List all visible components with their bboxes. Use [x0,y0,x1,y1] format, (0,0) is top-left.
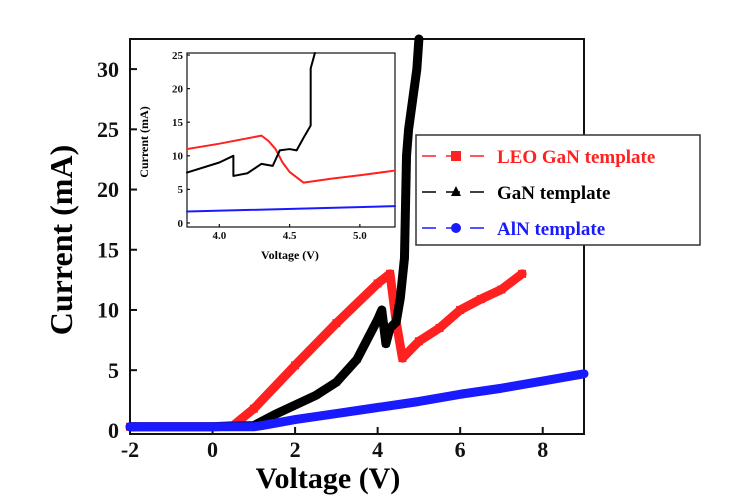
data-point [400,253,409,262]
data-point [249,422,258,431]
data-point [497,384,506,393]
data-point [249,404,258,413]
data-point [381,338,390,347]
legend-box [415,134,701,246]
series-line-2 [186,205,396,213]
data-point [497,285,506,294]
x-tick-label: 0 [207,437,218,462]
data-point [291,415,300,424]
x-tick-label: 8 [537,437,548,462]
inset-x-axis-title: Voltage (V) [261,248,319,262]
data-point [258,421,267,430]
data-point [456,305,465,314]
y-tick-label: 25 [97,117,119,142]
inset-y-axis-title: Current (mA) [137,106,151,177]
legend-label-0: LEO GaN template [497,147,655,168]
data-point [392,317,401,326]
y-tick-label: 30 [97,57,119,82]
data-point [386,323,395,332]
y-tick-label: 5 [178,184,184,196]
legend-label-2: AlN template [497,219,605,240]
data-point [291,361,300,370]
data-point [398,354,407,363]
x-axis-title: Voltage (V) [256,462,401,495]
data-point [476,295,485,304]
data-point [396,293,405,302]
data-point [291,400,300,409]
data-point [332,319,341,328]
x-tick-label: -2 [121,437,139,462]
legend-marker-2 [451,223,461,233]
data-point [412,64,421,73]
data-point [402,151,411,160]
data-point [404,124,413,133]
data-point [126,422,134,431]
series-line-0 [186,134,396,184]
data-point [208,422,217,431]
series-line-1 [186,52,316,177]
data-point [414,397,423,406]
legend-marker-1 [451,186,461,196]
data-point [377,305,386,314]
data-point [386,269,395,278]
inset-plot: 4.0 4.5 5.0 0 5 10 15 20 25 [172,50,396,242]
data-point [408,94,417,103]
y-tick-label: 5 [108,358,119,383]
data-point [414,34,423,43]
y-tick-label: 25 [172,50,184,62]
data-point [414,337,423,346]
data-point [332,377,341,386]
x-tick-label: 5.0 [353,230,367,242]
data-point [167,422,176,431]
data-point [332,409,341,418]
x-tick-label: 4.5 [283,230,297,242]
data-point [373,314,382,323]
data-point [456,390,465,399]
plot-frame [186,52,396,228]
data-point [580,369,588,378]
y-tick-label: 0 [178,218,184,230]
y-tick-label: 10 [172,151,184,163]
x-tick-label: 2 [290,437,301,462]
data-point [373,279,382,288]
y-tick-label: 15 [172,117,184,129]
data-point [353,354,361,363]
y-tick-label: 20 [97,177,119,202]
x-tick-label: 4 [372,437,383,462]
legend-label-1: GaN template [497,183,610,204]
data-point [270,409,279,418]
y-tick-label: 10 [97,298,119,323]
legend-marker-0 [451,151,461,161]
data-point [518,269,527,278]
y-tick-label: 0 [108,418,119,443]
x-tick-label: 4.0 [212,230,226,242]
y-axis-title: Current (mA) [43,145,79,335]
data-point [311,390,320,399]
x-tick-label: 6 [455,437,466,462]
data-point [538,377,547,386]
y-tick-label: 20 [172,83,184,95]
legend: LEO GaN template GaN template AlN template [415,134,701,246]
y-tick-label: 15 [97,237,119,262]
data-point [435,324,444,333]
data-point [373,403,382,412]
